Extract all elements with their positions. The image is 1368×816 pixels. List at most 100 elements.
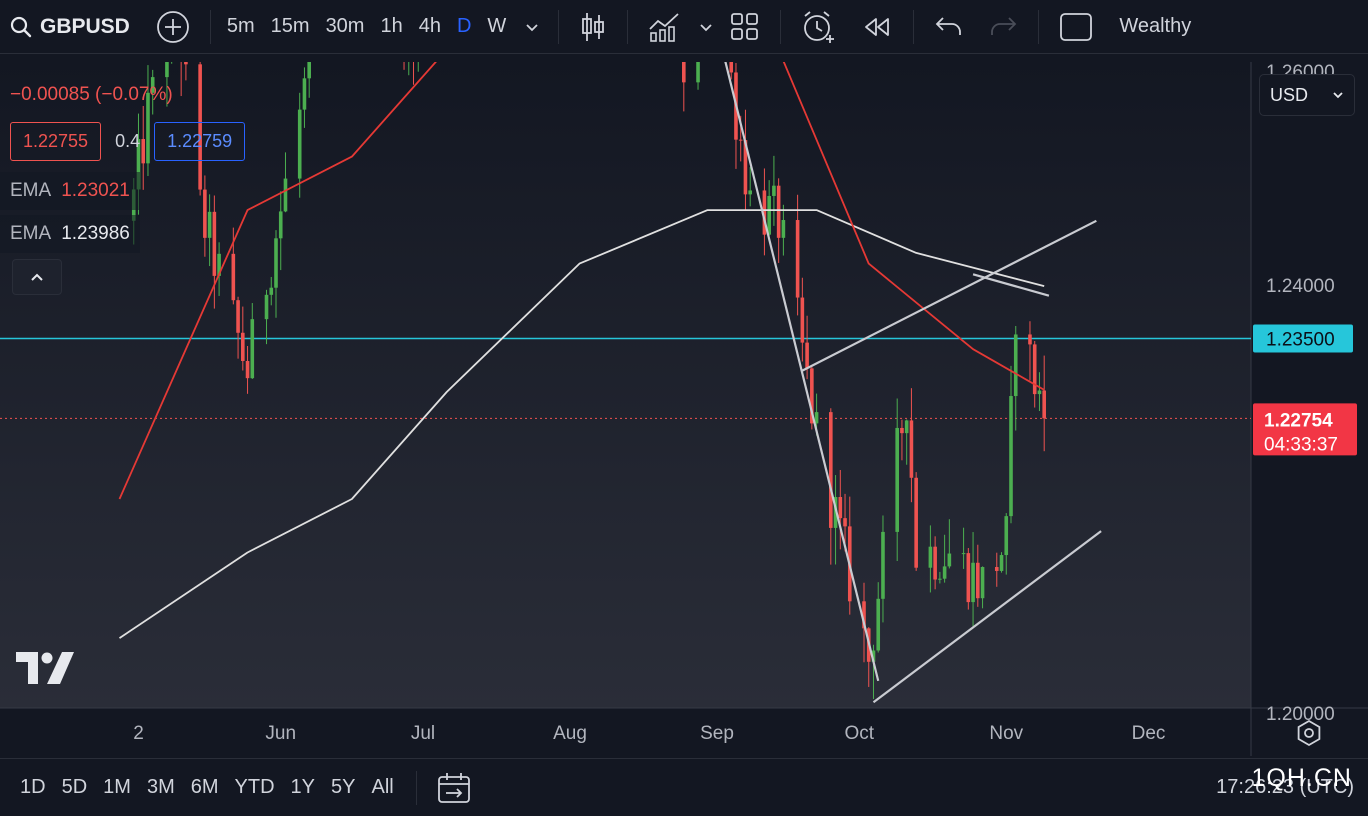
bullish-candle (748, 167, 752, 207)
candle-body (976, 562, 980, 599)
time-axis-label: Jun (265, 723, 296, 744)
collapse-legend-button[interactable] (12, 259, 62, 295)
candle-body (795, 220, 800, 298)
chart-type-button[interactable] (567, 0, 619, 54)
sell-button[interactable]: 1.22755 (10, 122, 102, 161)
candle-body (1042, 390, 1046, 419)
ema-slow-name: EMA (10, 223, 52, 244)
ema-slow-legend[interactable]: EMA 1.23986 (0, 215, 140, 253)
alert-button[interactable] (789, 0, 849, 54)
bullish-candle (278, 191, 283, 271)
buy-button[interactable]: 1.22759 (154, 122, 246, 161)
time-axis-label: Sep (700, 723, 734, 744)
layout-button[interactable] (718, 0, 772, 54)
candle-body (928, 546, 933, 568)
range-all[interactable]: All (371, 776, 394, 798)
timeframe-w[interactable]: W (487, 15, 507, 37)
channel-lower (872, 530, 1102, 704)
bullish-candle (150, 69, 155, 115)
candle-body (829, 412, 833, 528)
level-badge-label: 1.23500 (1266, 330, 1335, 351)
bearish-candle (966, 548, 971, 610)
trade-buttons: 1.22755 0.4 1.22759 (10, 122, 246, 161)
currency-select[interactable]: USD (1259, 74, 1355, 116)
undo-button[interactable] (922, 0, 976, 54)
range-5y[interactable]: 5Y (331, 776, 356, 798)
toolbar-divider (1038, 9, 1040, 44)
toolbar-divider (913, 9, 915, 44)
range-1m[interactable]: 1M (103, 776, 131, 798)
bearish-candle (1042, 355, 1046, 452)
candle-body (217, 253, 221, 276)
toolbar-divider (209, 9, 211, 44)
search-icon (10, 16, 32, 37)
bullish-candle (696, 62, 700, 90)
timeframe-4h[interactable]: 4h (418, 15, 441, 37)
site-watermark: 1QH.CN (1251, 764, 1352, 792)
range-6m[interactable]: 6M (190, 776, 219, 798)
range-1d[interactable]: 1D (20, 776, 46, 798)
candle-body (810, 368, 814, 424)
channel-upper (801, 219, 1097, 372)
ema-fast-legend[interactable]: EMA 1.23021 (0, 172, 140, 210)
plus-circle-icon (156, 10, 189, 43)
candle-body (738, 139, 743, 141)
calendar-goto-icon (437, 772, 470, 803)
replay-button[interactable] (849, 0, 905, 54)
bullish-candle (947, 519, 952, 569)
redo-icon (991, 16, 1017, 35)
tradingview-logo[interactable] (16, 652, 74, 689)
ema-slow-extension (972, 273, 1050, 297)
timeframe-dropdown[interactable] (514, 0, 550, 54)
price-chart[interactable]: 1.280001.260001.240001.200001.300001.265… (0, 62, 1368, 756)
bullish-candle (928, 525, 933, 593)
candle-body (1013, 334, 1018, 397)
range-3m[interactable]: 3M (146, 776, 175, 798)
candle-body (682, 62, 686, 83)
timeframe-15m[interactable]: 15m (270, 15, 310, 37)
compare-symbol-button[interactable] (144, 0, 202, 54)
bullish-candle (250, 303, 255, 380)
tradingview-logo-icon (16, 652, 74, 684)
candle-body (207, 211, 212, 238)
price-tick-label: 1.20000 (1266, 704, 1335, 725)
utc-clock[interactable]: 17:26:23 (UTC) (1216, 776, 1354, 798)
bullish-candle (881, 515, 885, 623)
chart-area[interactable]: 1.280001.260001.240001.200001.300001.265… (0, 62, 1368, 756)
indicators-button[interactable] (636, 0, 694, 54)
toolbar-divider (780, 9, 782, 44)
indicators-icon (649, 12, 679, 42)
candle-body (843, 518, 847, 527)
price-tick-label: 1.24000 (1266, 276, 1335, 297)
date-range-button[interactable] (425, 760, 483, 816)
fullscreen-button[interactable] (1047, 0, 1105, 54)
redo-button[interactable] (976, 0, 1030, 54)
bullish-candle (307, 62, 311, 98)
bearish-candle (776, 178, 781, 263)
range-5d[interactable]: 5D (61, 776, 88, 798)
symbol-search[interactable]: GBPUSD (0, 0, 144, 54)
range-1y[interactable]: 1Y (290, 776, 316, 798)
ema-fast-line (118, 62, 1045, 500)
timeframe-1h[interactable]: 1h (380, 15, 403, 37)
candle-body (900, 427, 904, 434)
candle-body (729, 62, 734, 73)
candle-body (264, 294, 269, 320)
candle-body (1004, 516, 1009, 556)
candle-body (838, 497, 843, 519)
range-ytd[interactable]: YTD (234, 776, 275, 798)
candle-body (302, 78, 307, 110)
bearish-candle (900, 419, 904, 461)
candle-body (805, 342, 809, 369)
bullish-candle (904, 419, 909, 465)
timeframe-5m[interactable]: 5m (226, 15, 255, 37)
indicators-dropdown[interactable] (694, 0, 718, 54)
layout-name[interactable]: Wealthy (1119, 15, 1192, 37)
candle-body (250, 319, 255, 379)
gear-outline (1297, 719, 1321, 747)
candle-body (914, 477, 918, 568)
timeframe-d[interactable]: D (456, 15, 472, 37)
time-axis-label: 2 (133, 723, 144, 744)
candle-body (198, 64, 202, 190)
timeframe-30m[interactable]: 30m (325, 15, 365, 37)
